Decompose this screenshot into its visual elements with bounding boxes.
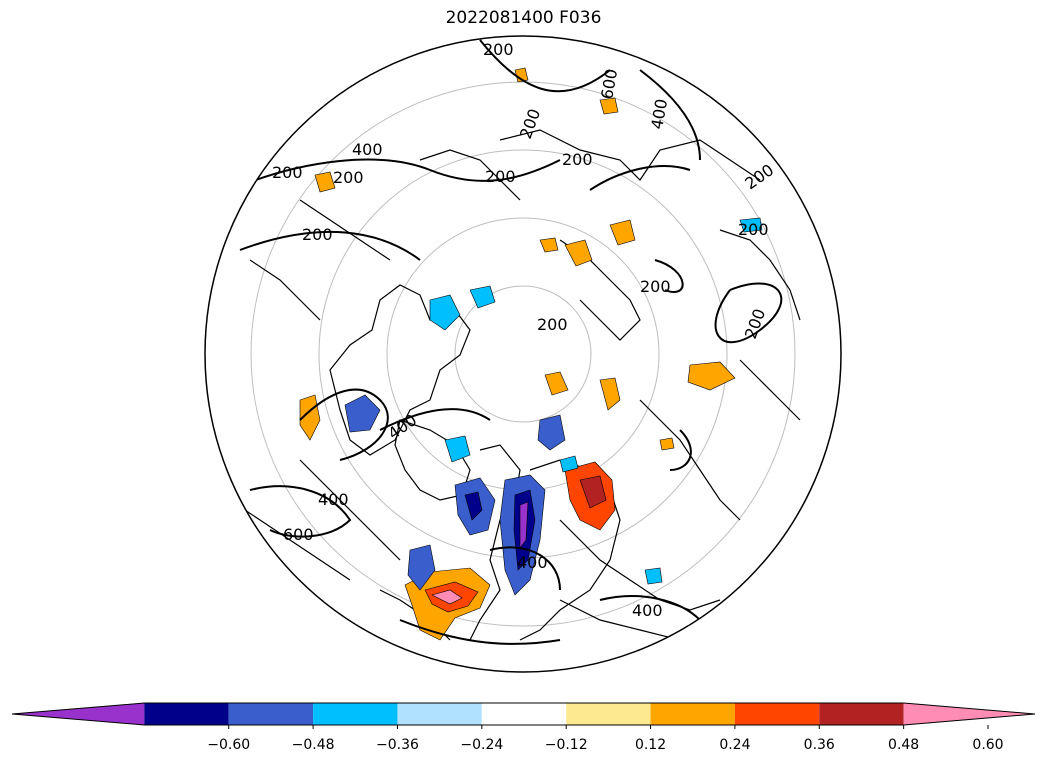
contour-label: 200 xyxy=(272,163,303,182)
contour-label: 400 xyxy=(352,140,383,159)
colorbar-tick-label: −0.60 xyxy=(207,737,251,753)
colorbar-tick-label: 0.36 xyxy=(803,737,835,753)
colorbar-bin xyxy=(228,703,314,725)
colorbar-tick-label: −0.24 xyxy=(460,737,504,753)
contour-label: 200 xyxy=(738,220,769,239)
contour-label: 400 xyxy=(632,601,663,620)
colorbar-tick-label: 0.48 xyxy=(888,737,920,753)
colorbar-bin xyxy=(566,703,651,725)
colorbar-tick-label: 0.12 xyxy=(634,737,667,753)
contour-label: 600 xyxy=(597,67,621,100)
colorbar-bin xyxy=(819,703,904,725)
colorbar-outline xyxy=(11,702,1036,726)
colorbar-bin xyxy=(903,703,1035,725)
colorbar-bin xyxy=(313,703,398,725)
contour-label: 200 xyxy=(562,150,593,169)
contour-label: 600 xyxy=(283,525,314,544)
contour-label: 200 xyxy=(485,167,516,186)
colorbar xyxy=(11,702,1036,729)
contour-label: 400 xyxy=(318,490,349,509)
contour-label: 400 xyxy=(517,553,548,572)
colorbar-bin xyxy=(734,703,820,725)
contour-label: 200 xyxy=(333,168,364,187)
colorbar-tick-label: −0.12 xyxy=(544,737,588,753)
contour-label: 400 xyxy=(647,97,671,130)
colorbar-tick-label: 0.60 xyxy=(972,737,1004,753)
colorbar-tick-label: −0.48 xyxy=(291,737,335,753)
map-boundary xyxy=(204,35,842,673)
colorbar-bin xyxy=(481,703,567,725)
colorbar-bin xyxy=(144,703,229,725)
map-title: 2022081400 F036 xyxy=(445,8,602,28)
contour-label: 200 xyxy=(516,106,544,141)
colorbar-bin xyxy=(650,703,735,725)
colorbar-bin xyxy=(12,703,145,725)
contour-label: 200 xyxy=(741,160,777,193)
contour-label: 200 xyxy=(640,277,671,296)
contour-label: 200 xyxy=(741,306,769,341)
colorbar-tick-label: 0.24 xyxy=(719,737,751,753)
contour-label: 200 xyxy=(302,225,333,244)
shaded-field xyxy=(299,67,763,641)
contour-label: 200 xyxy=(483,40,514,59)
colorbar-bin xyxy=(397,703,482,725)
contour-label: 200 xyxy=(537,315,568,334)
contour-lines xyxy=(229,39,783,645)
colorbar-tick-label: −0.36 xyxy=(376,737,419,753)
